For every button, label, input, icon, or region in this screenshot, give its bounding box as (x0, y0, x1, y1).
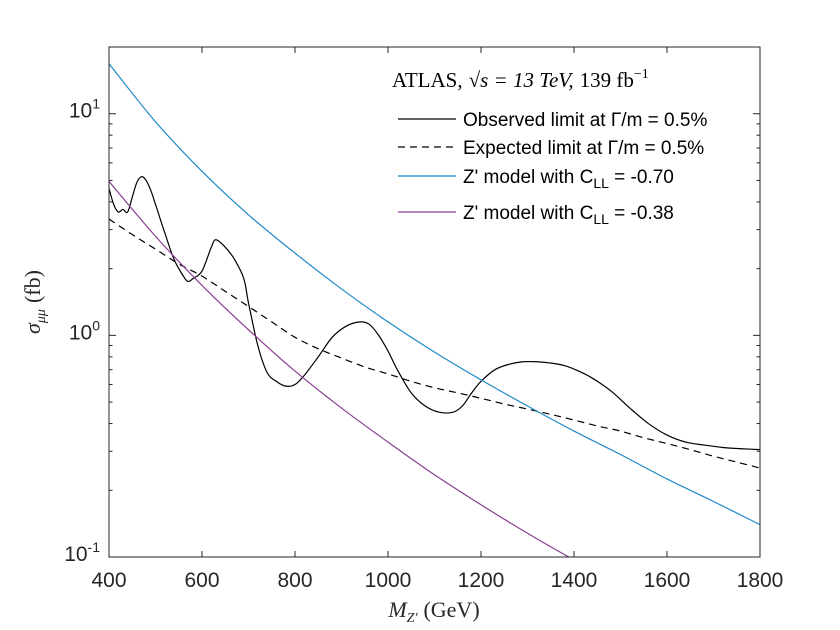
legend: ATLAS, √s = 13 TeV, 139 fb−1 Observed limi… (392, 67, 707, 227)
series-layer (109, 63, 760, 557)
x-tick-label-1200: 1200 (458, 569, 505, 592)
x-tick-label-1400: 1400 (551, 569, 598, 592)
x-tick-label-800: 800 (277, 569, 312, 592)
y-tick-labels: 101 100 10-1 (64, 96, 100, 566)
plot-area (109, 47, 760, 557)
x-tick-label-400: 400 (91, 569, 126, 592)
legend-label-observed: Observed limit at Γ/m = 0.5% (463, 110, 707, 131)
legend-label-zprime-070: Z' model with CLL = -0.70 (463, 167, 674, 191)
x-axis-label: MZ' (GeV) (387, 597, 479, 626)
series-line-3 (109, 181, 570, 557)
y-tick-label-0: 100 (69, 317, 100, 344)
legend-label-expected: Expected limit at Γ/m = 0.5% (463, 138, 704, 159)
plot-frame (108, 46, 761, 558)
y-tick-label--1: 10-1 (64, 539, 100, 566)
series-line-1 (109, 218, 760, 469)
legend-label-zprime-038: Z' model with CLL = -0.38 (463, 203, 674, 227)
x-tick-label-600: 600 (184, 569, 219, 592)
x-tick-label-1600: 1600 (644, 569, 691, 592)
series-line-0 (109, 176, 760, 451)
y-tick-label-1: 101 (69, 96, 100, 123)
series-line-2 (109, 63, 760, 526)
x-tick-label-1000: 1000 (365, 569, 412, 592)
legend-title: ATLAS, √s = 13 TeV, 139 fb−1 (392, 67, 649, 92)
y-axis-label: σμμ(fb) (20, 270, 49, 334)
x-tick-labels: 400 600 800 1000 1200 1400 1600 1800 (91, 569, 783, 592)
x-tick-label-1800: 1800 (737, 569, 784, 592)
